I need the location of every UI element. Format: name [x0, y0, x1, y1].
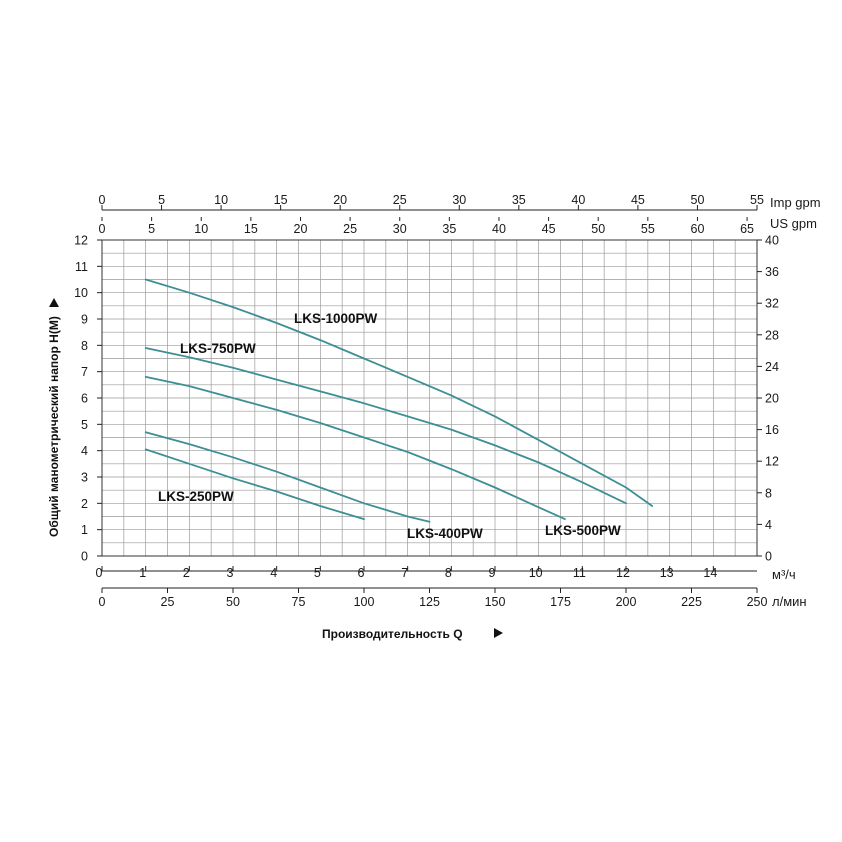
y-tick-label: 6	[81, 392, 88, 406]
y-tick-label: 12	[74, 234, 88, 248]
us-tick-label: 25	[343, 222, 357, 236]
imp-tick-label: 10	[214, 193, 228, 207]
imp-tick-label: 55	[750, 193, 764, 207]
right-tick-label: 20	[765, 392, 779, 406]
y-tick-label: 8	[81, 339, 88, 353]
x-tick-label: 8	[445, 566, 452, 580]
lpm-tick-label: 25	[161, 595, 175, 609]
y-axis-title: Общий манометрический напор H(M)	[47, 316, 61, 537]
us-tick-label: 15	[244, 222, 258, 236]
imp-tick-label: 50	[691, 193, 705, 207]
right-tick-label: 0	[765, 550, 772, 564]
x-tick-label: 5	[314, 566, 321, 580]
x-tick-label: 11	[573, 566, 586, 580]
right-tick-label: 32	[765, 297, 779, 311]
us-tick-label: 20	[294, 222, 308, 236]
y-tick-label: 4	[81, 444, 88, 458]
right-tick-label: 24	[765, 360, 779, 374]
right-tick-label: 16	[765, 423, 779, 437]
x-axis-title: Производительность Q	[322, 627, 463, 641]
label-lks-750pw: LKS-750PW	[180, 341, 256, 356]
right-tick-label: 12	[765, 455, 779, 469]
lpm-tick-label: 150	[485, 595, 506, 609]
y-tick-label: 2	[81, 497, 88, 511]
right-tick-label: 36	[765, 265, 779, 279]
x-tick-label: 4	[270, 566, 277, 580]
y-tick-label: 5	[81, 418, 88, 432]
series-line-lks-400pw	[144, 431, 431, 523]
us-tick-label: 30	[393, 222, 407, 236]
series-line-lks-1000pw	[144, 278, 654, 507]
imp-tick-label: 15	[274, 193, 288, 207]
x-tick-label: 1	[139, 566, 146, 580]
right-tick-label: 40	[765, 234, 779, 248]
label-lks-400pw: LKS-400PW	[407, 526, 483, 541]
series-line-lks-500pw	[144, 376, 566, 520]
imp-tick-label: 25	[393, 193, 407, 207]
y-tick-label: 9	[81, 313, 88, 327]
x-tick-label: 0	[96, 566, 103, 580]
lpm-tick-label: 225	[681, 595, 702, 609]
y-tick-label: 3	[81, 471, 88, 485]
us-tick-label: 40	[492, 222, 506, 236]
x-tick-label: 7	[401, 566, 408, 580]
y-tick-label: 0	[81, 550, 88, 564]
imp-tick-label: 35	[512, 193, 526, 207]
top-unit-imp: Imp gpm	[770, 195, 821, 210]
us-tick-label: 0	[99, 222, 106, 236]
top-unit-us: US gpm	[770, 216, 817, 231]
us-tick-label: 50	[591, 222, 605, 236]
lpm-tick-label: 175	[550, 595, 571, 609]
x-tick-label: 9	[489, 566, 496, 580]
imp-tick-label: 45	[631, 193, 645, 207]
imp-tick-label: 40	[571, 193, 585, 207]
x-tick-label: 14	[703, 566, 717, 580]
lpm-tick-label: 75	[292, 595, 306, 609]
lpm-tick-label: 200	[616, 595, 637, 609]
x-axis-arrow-icon	[494, 628, 503, 638]
label-lks-250pw: LKS-250PW	[158, 489, 234, 504]
grid	[101, 239, 758, 557]
imp-tick-label: 30	[452, 193, 466, 207]
us-tick-label: 60	[691, 222, 705, 236]
lpm-tick-label: 100	[354, 595, 375, 609]
lpm-tick-label: 250	[747, 595, 768, 609]
y-tick-label: 10	[74, 286, 88, 300]
us-tick-label: 10	[194, 222, 208, 236]
y-axis-arrow-icon	[49, 298, 59, 307]
x-unit-m3h: м³/ч	[772, 567, 796, 582]
x-tick-label: 2	[183, 566, 190, 580]
y-tick-label: 11	[75, 260, 88, 274]
x-tick-label: 3	[227, 566, 234, 580]
y-tick-label: 7	[81, 365, 88, 379]
imp-tick-label: 0	[99, 193, 106, 207]
x-unit-lpm: л/мин	[772, 594, 807, 609]
us-tick-label: 55	[641, 222, 655, 236]
x-tick-label: 13	[660, 566, 674, 580]
lpm-tick-label: 50	[226, 595, 240, 609]
right-tick-label: 4	[765, 518, 772, 532]
curves	[144, 278, 654, 523]
us-tick-label: 65	[740, 222, 754, 236]
label-lks-500pw: LKS-500PW	[545, 523, 621, 538]
us-tick-label: 35	[442, 222, 456, 236]
x-tick-label: 10	[529, 566, 543, 580]
us-tick-label: 5	[148, 222, 155, 236]
label-lks-1000pw: LKS-1000PW	[294, 311, 378, 326]
imp-tick-label: 5	[158, 193, 165, 207]
imp-tick-label: 20	[333, 193, 347, 207]
right-tick-label: 8	[765, 486, 772, 500]
right-tick-label: 28	[765, 328, 779, 342]
lpm-tick-label: 0	[99, 595, 106, 609]
us-tick-label: 45	[542, 222, 556, 236]
x-tick-label: 12	[616, 566, 630, 580]
y-tick-label: 1	[81, 523, 88, 537]
lpm-tick-label: 125	[419, 595, 440, 609]
series-line-lks-750pw	[144, 347, 627, 505]
x-tick-label: 6	[358, 566, 365, 580]
series-line-lks-250pw	[144, 448, 365, 520]
